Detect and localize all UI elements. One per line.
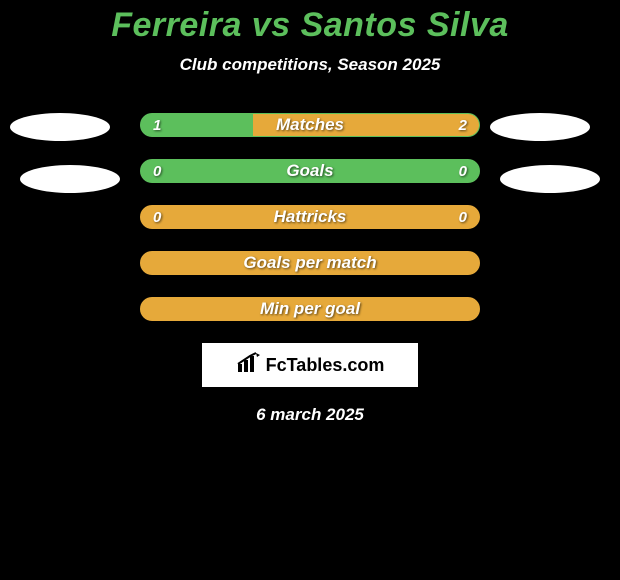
bar-label: Min per goal — [141, 298, 479, 320]
bar-label: Goals per match — [141, 252, 479, 274]
decor-ellipse-2 — [490, 113, 590, 141]
decor-ellipse-1 — [20, 165, 120, 193]
subtitle: Club competitions, Season 2025 — [0, 55, 620, 75]
date-text: 6 march 2025 — [256, 405, 364, 424]
date-label: 6 march 2025 — [0, 405, 620, 425]
bar-right-value: 2 — [459, 114, 467, 136]
chart-icon — [236, 352, 262, 379]
bar-left-value: 1 — [153, 114, 161, 136]
stat-bar: Goals per match — [140, 251, 480, 275]
stat-bars: 12Matches00Goals00HattricksGoals per mat… — [140, 113, 480, 321]
decor-ellipse-0 — [10, 113, 110, 141]
bar-label: Goals — [141, 160, 479, 182]
stat-bar: 0 0Goals — [140, 159, 480, 183]
title-text: Ferreira vs Santos Silva — [111, 6, 509, 44]
bar-left-value: 0 — [153, 206, 161, 228]
brand-text: FcTables.com — [266, 355, 385, 376]
stat-bar: 0 0Hattricks — [140, 205, 480, 229]
stat-bar: Min per goal — [140, 297, 480, 321]
bar-label: Hattricks — [141, 206, 479, 228]
brand-box: FcTables.com — [202, 343, 418, 387]
stat-bar: 12Matches — [140, 113, 480, 137]
decor-ellipse-3 — [500, 165, 600, 193]
bar-left-value: 0 — [153, 160, 161, 182]
subtitle-text: Club competitions, Season 2025 — [180, 55, 441, 74]
bar-fill-right — [253, 114, 479, 136]
page-title: Ferreira vs Santos Silva — [0, 0, 620, 45]
bar-right-value: 0 — [459, 206, 467, 228]
comparison-stage: 12Matches00Goals00HattricksGoals per mat… — [0, 113, 620, 321]
bar-right-value: 0 — [459, 160, 467, 182]
